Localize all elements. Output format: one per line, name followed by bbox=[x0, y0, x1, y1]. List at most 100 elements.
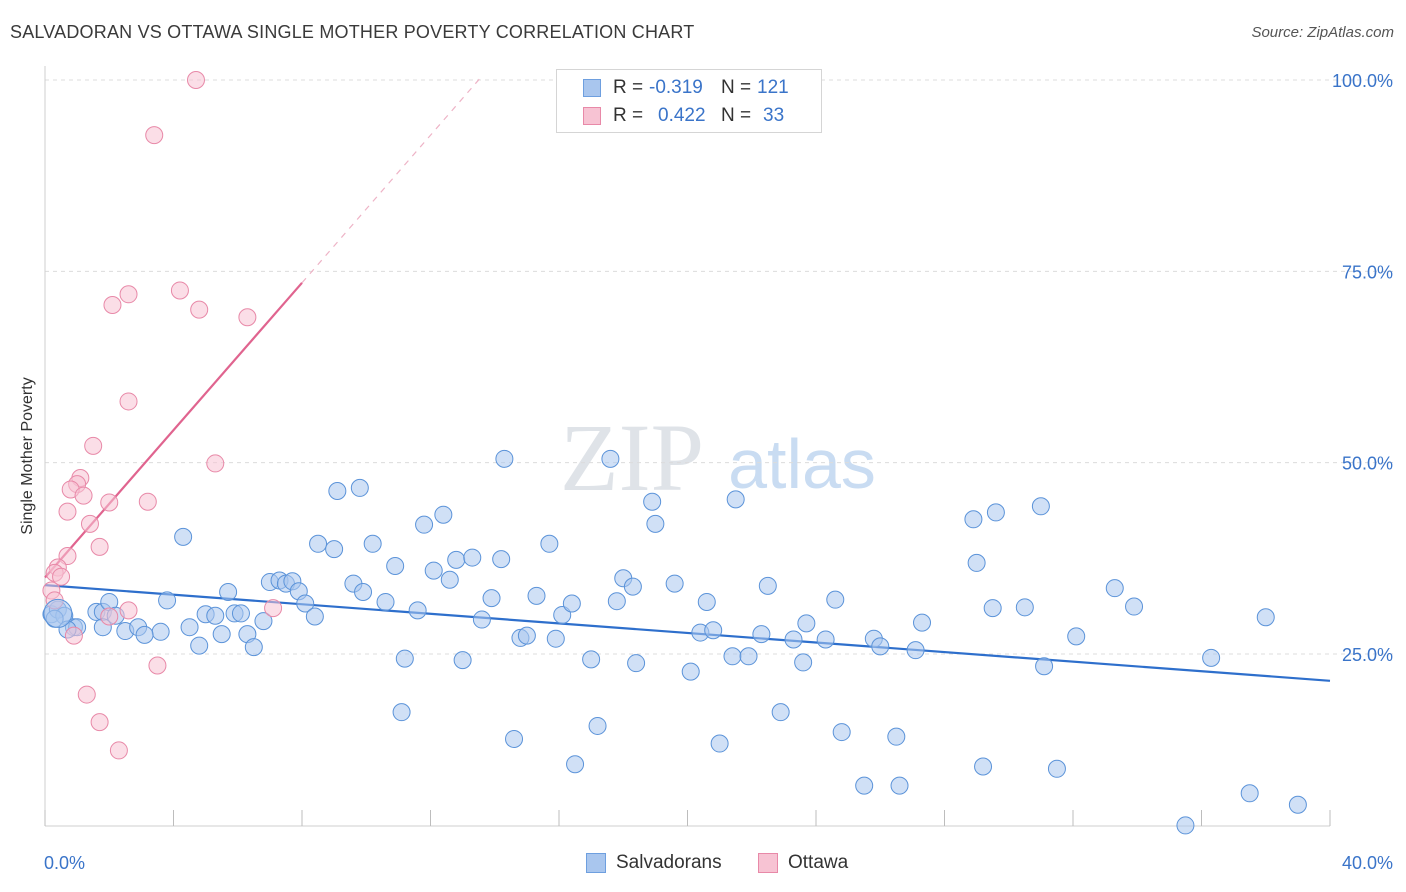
salvadoran-point bbox=[1202, 648, 1221, 667]
salvadoran-point bbox=[309, 534, 328, 553]
ottawa-trend-extension bbox=[301, 75, 483, 284]
ottawa-point bbox=[238, 308, 257, 327]
salvadoran-point bbox=[726, 490, 745, 509]
tick-labels: 25.0% 50.0% 75.0% 100.0% 0.0% 40.0% bbox=[44, 71, 1393, 873]
ottawa-point bbox=[58, 547, 77, 566]
salvadoran-point bbox=[151, 622, 170, 641]
salvadoran-point bbox=[983, 599, 1002, 618]
salvadoran-point bbox=[974, 757, 993, 776]
salvadoran-point bbox=[723, 647, 742, 666]
salvadoran-point bbox=[758, 576, 777, 595]
salvadoran-point bbox=[254, 612, 273, 631]
salvadoran-point bbox=[408, 601, 427, 620]
source-credit: Source: ZipAtlas.com bbox=[1251, 24, 1394, 41]
ottawa-point bbox=[90, 713, 109, 732]
salvadoran-point bbox=[180, 618, 199, 637]
salvadoran-point bbox=[1031, 497, 1050, 516]
salvadoran-point bbox=[447, 550, 466, 569]
salvadoran-point bbox=[1035, 657, 1054, 676]
legend-swatch-blue bbox=[583, 79, 601, 97]
ottawa-point bbox=[190, 300, 209, 319]
ottawa-point bbox=[80, 514, 99, 533]
legend-r-value: -0.319 bbox=[649, 77, 703, 98]
salvadoran-point bbox=[453, 651, 472, 670]
salvadoran-point bbox=[832, 723, 851, 742]
y-tick-label: 75.0% bbox=[1342, 262, 1393, 282]
salvadoran-point bbox=[986, 503, 1005, 522]
salvadoran-point bbox=[363, 534, 382, 553]
legend-n-label: N = bbox=[721, 105, 752, 126]
salvadoran-point bbox=[794, 653, 813, 672]
salvadoran-point bbox=[681, 662, 700, 681]
ottawa-point bbox=[100, 607, 119, 626]
salvadoran-point bbox=[219, 583, 238, 602]
bottom-legend-swatch-blue bbox=[586, 853, 606, 873]
ottawa-point bbox=[119, 601, 138, 620]
salvadoran-point bbox=[710, 734, 729, 753]
salvadoran-point bbox=[328, 481, 347, 500]
salvadoran-point bbox=[376, 592, 395, 611]
ottawa-point bbox=[103, 296, 122, 315]
ottawa-trend-line bbox=[44, 282, 303, 579]
salvadoran-point bbox=[871, 637, 890, 656]
salvadoran-point bbox=[517, 626, 536, 645]
salvadoran-point bbox=[354, 583, 373, 602]
salvadoran-point bbox=[588, 716, 607, 735]
salvadoran-point bbox=[1105, 579, 1124, 598]
ottawa-point bbox=[119, 392, 138, 411]
legend-row-salvadorans: R = -0.319 N = 121 bbox=[583, 76, 789, 100]
ottawa-point bbox=[64, 626, 83, 645]
salvadoran-point bbox=[771, 703, 790, 722]
salvadoran-point bbox=[643, 492, 662, 511]
salvadoran-point bbox=[392, 703, 411, 722]
ottawa-point bbox=[138, 492, 157, 511]
watermark-atlas: atlas bbox=[728, 425, 876, 503]
salvadoran-point bbox=[627, 654, 646, 673]
salvadoran-point bbox=[158, 591, 177, 610]
salvadoran-point bbox=[434, 505, 453, 524]
legend-n-label: N = bbox=[721, 77, 752, 98]
salvadoran-point bbox=[174, 527, 193, 546]
salvadoran-trend-line bbox=[44, 584, 1331, 682]
ottawa-point bbox=[186, 71, 205, 89]
salvadoran-point bbox=[1047, 759, 1066, 778]
ottawa-point bbox=[119, 285, 138, 304]
salvadoran-point bbox=[623, 577, 642, 596]
bottom-legend-salvadorans: Salvadorans bbox=[586, 852, 722, 874]
ottawa-point bbox=[52, 567, 71, 586]
trend-lines bbox=[44, 75, 1331, 682]
salvadoran-point bbox=[463, 548, 482, 567]
legend-n-value: 33 bbox=[763, 105, 785, 126]
salvadoran-point bbox=[562, 594, 581, 613]
bottom-legend-swatch-pink bbox=[758, 853, 778, 873]
salvadoran-point bbox=[1067, 627, 1086, 646]
salvadoran-point bbox=[697, 592, 716, 611]
ottawa-point bbox=[206, 454, 225, 473]
legend-swatch-pink bbox=[583, 107, 601, 125]
salvadoran-point bbox=[325, 540, 344, 559]
chart-title: SALVADORAN VS OTTAWA SINGLE MOTHER POVER… bbox=[10, 22, 695, 42]
salvadoran-point bbox=[296, 594, 315, 613]
ottawa-point bbox=[145, 126, 164, 145]
salvadoran-point bbox=[505, 729, 524, 748]
salvadoran-point bbox=[826, 590, 845, 609]
watermark: ZIP atlas bbox=[560, 404, 876, 511]
salvadoran-point bbox=[890, 776, 909, 795]
salvadoran-point bbox=[601, 449, 620, 468]
ottawa-point bbox=[264, 599, 283, 618]
salvadoran-point bbox=[1256, 608, 1275, 627]
legend-r-label: R = bbox=[613, 77, 644, 98]
salvadoran-point bbox=[739, 647, 758, 666]
salvadoran-point bbox=[440, 570, 459, 589]
x-tick-label-min: 0.0% bbox=[44, 853, 85, 873]
y-tick-label: 100.0% bbox=[1332, 71, 1393, 91]
legend-r-label: R = bbox=[613, 105, 644, 126]
axes bbox=[44, 66, 1331, 827]
salvadoran-point bbox=[887, 727, 906, 746]
salvadoran-point bbox=[212, 625, 231, 644]
salvadoran-point bbox=[305, 607, 324, 626]
salvadoran-point bbox=[231, 604, 250, 623]
bottom-legend-label: Ottawa bbox=[788, 852, 849, 873]
ottawa-point bbox=[58, 502, 77, 521]
